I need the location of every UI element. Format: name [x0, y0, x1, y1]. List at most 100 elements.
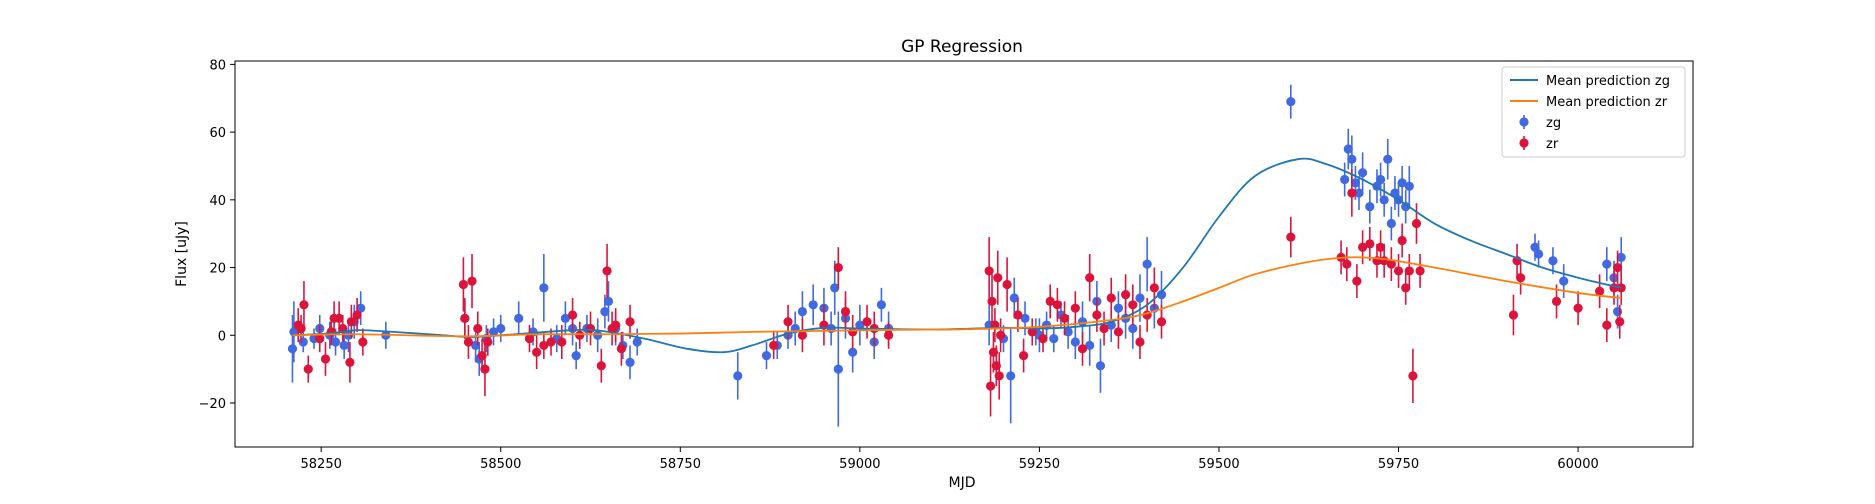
data-point-zr	[1092, 310, 1102, 320]
data-point-zr	[1573, 303, 1583, 313]
data-point-zr	[358, 337, 368, 347]
data-point-zg	[330, 337, 341, 347]
data-point-zg	[1533, 249, 1544, 259]
data-point-zr	[345, 357, 355, 367]
data-point-zr	[1077, 344, 1088, 354]
data-point-zg	[514, 313, 524, 323]
data-point-zr	[1342, 259, 1352, 269]
data-point-zr	[1106, 293, 1116, 303]
data-point-zr	[797, 330, 807, 340]
data-point-zr	[1352, 276, 1362, 286]
data-point-zr	[1393, 266, 1404, 276]
data-point-zr	[1038, 334, 1048, 344]
data-point-zr	[1401, 283, 1411, 293]
data-point-zr	[1404, 266, 1414, 276]
data-point-zr	[1551, 296, 1562, 307]
y-tick-label: 80	[209, 58, 226, 73]
data-point-zg	[1156, 290, 1167, 300]
data-layer	[287, 84, 1626, 427]
data-point-zg	[1142, 259, 1152, 269]
data-point-zg	[1612, 306, 1623, 317]
data-point-zr	[463, 337, 474, 347]
data-point-zr	[1365, 239, 1375, 249]
data-point-zg	[289, 327, 299, 337]
data-point-zr	[480, 364, 490, 374]
data-point-zr	[1059, 313, 1070, 323]
data-point-zr	[320, 354, 331, 364]
y-tick-label: 0	[218, 329, 226, 344]
data-point-zr	[473, 323, 483, 334]
data-point-zg	[488, 327, 499, 337]
data-point-zr	[352, 310, 362, 320]
data-point-zr	[616, 344, 627, 354]
data-point-zg	[632, 337, 642, 347]
data-point-zg	[1530, 242, 1540, 252]
data-point-zr	[596, 361, 606, 371]
data-point-zr	[1386, 259, 1396, 269]
data-point-zg	[1006, 371, 1016, 381]
y-tick-label: 40	[209, 194, 226, 209]
data-point-zr	[984, 266, 994, 276]
data-point-zr	[769, 340, 779, 351]
data-point-zg	[356, 303, 366, 313]
data-point-zr	[1070, 303, 1080, 313]
data-point-zg	[761, 350, 772, 361]
data-point-zr	[1411, 218, 1422, 229]
chart-title: GP Regression	[901, 37, 1023, 57]
data-point-zg	[1286, 97, 1296, 107]
data-point-zr	[783, 317, 793, 327]
data-point-zr	[303, 364, 313, 374]
data-point-zr	[299, 300, 309, 310]
y-axis-label: Flux [uJy]	[174, 221, 190, 287]
data-point-zg	[1113, 303, 1124, 313]
data-point-zg	[625, 357, 635, 367]
data-point-zr	[315, 334, 325, 344]
legend-item-zr-label: zr	[1546, 137, 1559, 152]
data-point-zr	[346, 317, 356, 327]
data-point-zr	[460, 313, 470, 323]
data-point-zr	[1027, 327, 1037, 337]
data-point-zg	[1063, 327, 1073, 337]
axes-frame	[234, 60, 1694, 448]
data-point-zr	[840, 306, 851, 317]
data-point-zr	[1045, 296, 1055, 307]
data-point-zr	[1358, 242, 1368, 252]
data-point-zg	[733, 371, 743, 381]
data-point-zg	[1404, 181, 1414, 191]
data-point-zg	[1354, 188, 1364, 198]
data-point-zr	[1508, 310, 1519, 320]
x-tick-label: 59000	[839, 457, 880, 472]
data-point-zg	[876, 300, 887, 310]
y-tick-label: 20	[209, 262, 226, 277]
x-tick-label: 58750	[660, 457, 701, 472]
data-point-zg	[603, 296, 614, 307]
data-point-zg	[539, 283, 549, 293]
data-point-zg	[1375, 174, 1386, 185]
data-point-zr	[467, 276, 477, 286]
data-point-zr	[575, 330, 585, 340]
data-point-zr	[1612, 262, 1623, 273]
data-point-zg	[1397, 178, 1407, 188]
data-point-zg	[830, 283, 840, 293]
data-point-zr	[483, 337, 493, 347]
data-point-zg	[1365, 201, 1375, 212]
data-point-zr	[994, 371, 1004, 381]
data-point-zr	[334, 313, 344, 323]
x-tick-label: 60000	[1557, 457, 1598, 472]
data-point-zg	[593, 330, 603, 340]
data-point-zg	[1548, 256, 1558, 266]
data-point-zg	[1020, 313, 1030, 323]
data-point-zr	[1516, 273, 1526, 283]
data-point-zr	[1149, 283, 1159, 293]
data-point-zg	[298, 337, 308, 347]
data-point-zr	[1135, 337, 1145, 347]
data-point-zr	[532, 347, 542, 357]
data-point-zr	[1286, 232, 1296, 242]
data-point-zg	[848, 347, 858, 357]
data-point-zr	[883, 330, 894, 340]
data-point-zr	[1595, 286, 1605, 296]
series-zg	[287, 84, 1626, 427]
data-point-zg	[1358, 168, 1368, 178]
data-point-zg	[797, 306, 807, 317]
